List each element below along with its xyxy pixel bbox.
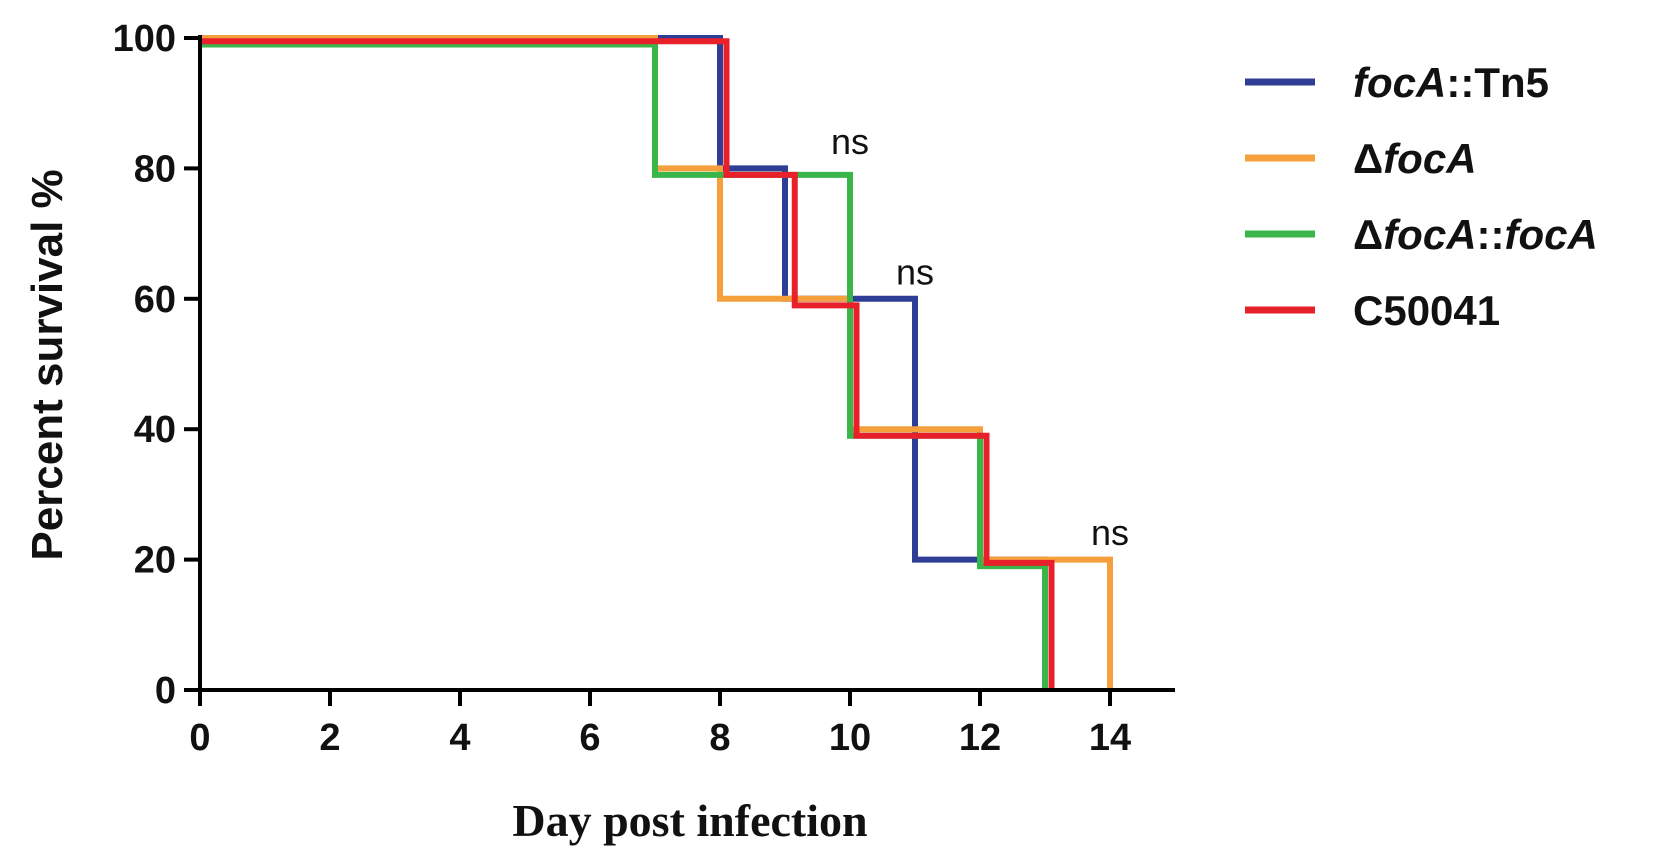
x-tick-label: 2	[319, 717, 340, 759]
annotations: ns ns ns	[831, 121, 1129, 553]
x-tick-label: 6	[579, 717, 600, 759]
legend-entry-1: ΔfocA	[1353, 135, 1477, 182]
y-tick-label: 80	[134, 148, 176, 190]
series-line-3	[200, 38, 1055, 690]
axes	[184, 35, 1175, 706]
y-tick-label: 0	[155, 670, 176, 712]
legend-entry-2: ΔfocA::focA	[1353, 211, 1598, 258]
x-tick-label: 4	[449, 717, 470, 759]
y-tick-label: 40	[134, 409, 176, 451]
tick-labels: 0 2 4 6 8 10 12 14 0 20 40 60 80 100	[113, 18, 1132, 759]
series-layer	[200, 35, 1113, 690]
x-tick-label: 8	[709, 717, 730, 759]
x-tick-label: 0	[189, 717, 210, 759]
annotation-ns: ns	[896, 251, 934, 292]
series-line-2	[200, 41, 1048, 690]
y-tick-label: 100	[113, 18, 176, 60]
annotation-ns: ns	[831, 121, 869, 162]
x-tick-label: 10	[829, 717, 871, 759]
y-tick-label: 20	[134, 540, 176, 582]
y-axis-label: Percent survival %	[23, 169, 72, 560]
annotation-ns: ns	[1091, 512, 1129, 553]
x-tick-label: 14	[1089, 717, 1131, 759]
legend-entry-0: focA::Tn5	[1353, 59, 1549, 106]
y-tick-label: 60	[134, 279, 176, 321]
x-tick-label: 12	[959, 717, 1001, 759]
x-axis-label: Day post infection	[512, 795, 867, 846]
series-line-0	[200, 35, 1048, 690]
legend-entry-3: C50041	[1353, 287, 1500, 334]
